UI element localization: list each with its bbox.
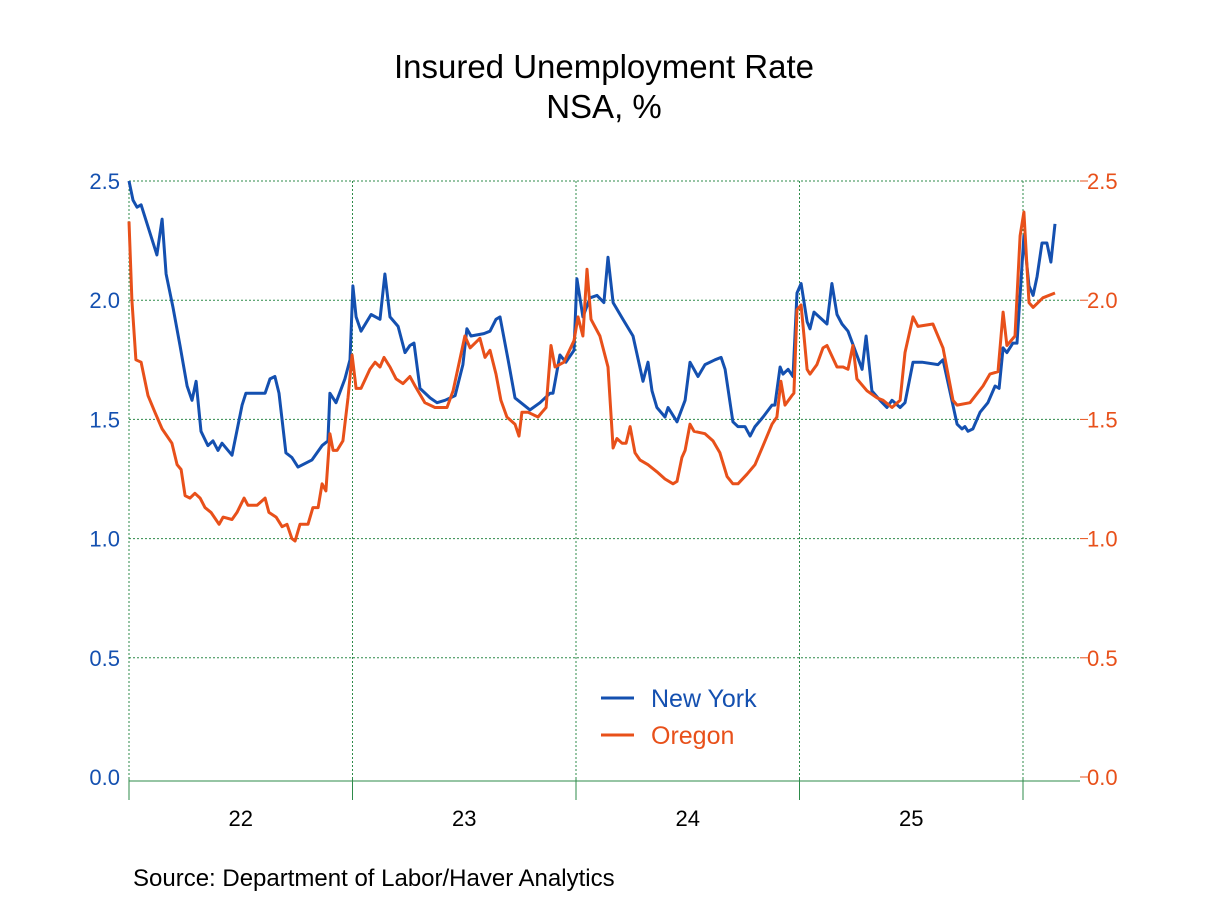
y-tick-label-left: 2.0 [89,288,120,313]
y-tick-label-right: 2.5 [1087,169,1118,194]
x-tick-label: 25 [899,806,923,831]
chart-subtitle: NSA, % [546,88,662,125]
x-tick-label: 24 [676,806,700,831]
legend-label: New York [651,685,757,713]
series-line-oregon [127,210,1056,543]
y-tick-label-right: 0.5 [1087,646,1118,671]
y-tick-label-right: 1.5 [1087,407,1118,432]
y-tick-label-right: 2.0 [1087,288,1118,313]
legend-label: Oregon [651,722,734,750]
y-tick-label-left: 1.0 [89,527,120,552]
x-tick-label: 23 [452,806,476,831]
y-tick-label-left: 2.5 [89,169,120,194]
series-line-new-york [127,180,1057,469]
x-tick-label: 22 [229,806,253,831]
y-tick-label-right: 1.0 [1087,527,1118,552]
y-tick-label-left: 0.0 [89,765,120,790]
source-note: Source: Department of Labor/Haver Analyt… [133,865,615,892]
chart-title: Insured Unemployment Rate [393,48,815,85]
y-tick-label-right: 0.0 [1087,765,1118,790]
y-tick-label-left: 1.5 [89,407,120,432]
y-tick-label-left: 0.5 [89,646,120,671]
